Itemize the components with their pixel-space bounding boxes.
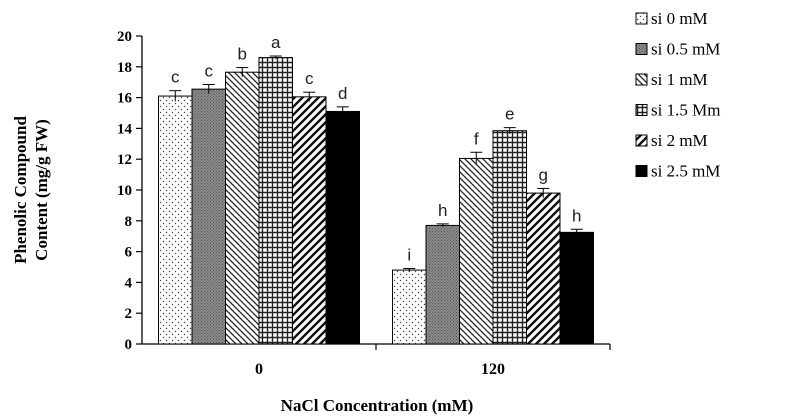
legend-label: si 2.5 mM [651, 162, 720, 181]
y-tick-label: 16 [117, 91, 133, 107]
significance-letter: e [505, 105, 514, 124]
bar [325, 110, 360, 345]
significance-letter: c [171, 68, 180, 87]
y-axis: 0 2 4 6 8 10 12 14 16 18 20 [117, 29, 143, 353]
legend-label: si 1.5 Mm [651, 101, 720, 120]
x-tick-label: 120 [481, 361, 505, 378]
y-tick-label: 12 [117, 152, 132, 168]
legend-label: si 0.5 mM [651, 40, 720, 59]
legend-label: si 0 mM [651, 9, 708, 28]
significance-letter: b [238, 45, 247, 64]
y-tick-label: 4 [125, 275, 133, 291]
y-tick-label: 6 [125, 245, 133, 261]
x-axis-title: NaCl Concentration (mM) [281, 396, 474, 415]
y-axis-title-line2: Content (mg/g FW) [32, 119, 51, 261]
significance-letter: i [407, 246, 411, 265]
bar [492, 130, 527, 345]
legend-swatch [635, 104, 648, 116]
significance-letter: c [205, 62, 214, 81]
legend-label: si 1 mM [651, 70, 708, 89]
y-tick-label: 8 [125, 214, 133, 230]
legend-swatch [635, 43, 648, 55]
significance-letter: d [338, 84, 347, 103]
y-tick-label: 0 [125, 337, 133, 353]
significance-letter: f [474, 129, 479, 148]
bar [158, 95, 193, 345]
bar [526, 192, 561, 345]
legend-swatch [635, 165, 648, 177]
y-tick-label: 18 [117, 60, 132, 76]
bar [559, 231, 594, 345]
bar [225, 71, 260, 345]
legend-swatch [635, 73, 648, 86]
y-tick-label: 20 [117, 29, 132, 45]
bar [258, 57, 293, 345]
x-tick-label: 0 [255, 361, 263, 378]
significance-letter: h [572, 206, 581, 225]
bar [392, 269, 427, 345]
y-axis-title-line1: Phenolic Compound [11, 116, 30, 264]
bar-series-group: c c b a c d i h f e g h [158, 33, 594, 345]
bar [459, 157, 494, 345]
legend-swatch [635, 12, 648, 25]
bar [292, 96, 327, 345]
bar [191, 88, 226, 345]
significance-letter: g [539, 165, 548, 184]
significance-letter: a [271, 33, 281, 52]
legend-label: si 2 mM [651, 131, 708, 150]
legend-swatch [635, 134, 648, 147]
bar [425, 224, 460, 345]
significance-letter: h [438, 201, 447, 220]
legend: si 0 mM si 0.5 mM si 1 mM si 1.5 Mm si 2 mM s… [635, 9, 720, 181]
y-tick-label: 2 [125, 306, 133, 322]
significance-letter: c [305, 69, 314, 88]
y-tick-label: 10 [117, 183, 132, 199]
x-axis: 0 120 [142, 343, 611, 378]
y-tick-label: 14 [117, 121, 133, 137]
